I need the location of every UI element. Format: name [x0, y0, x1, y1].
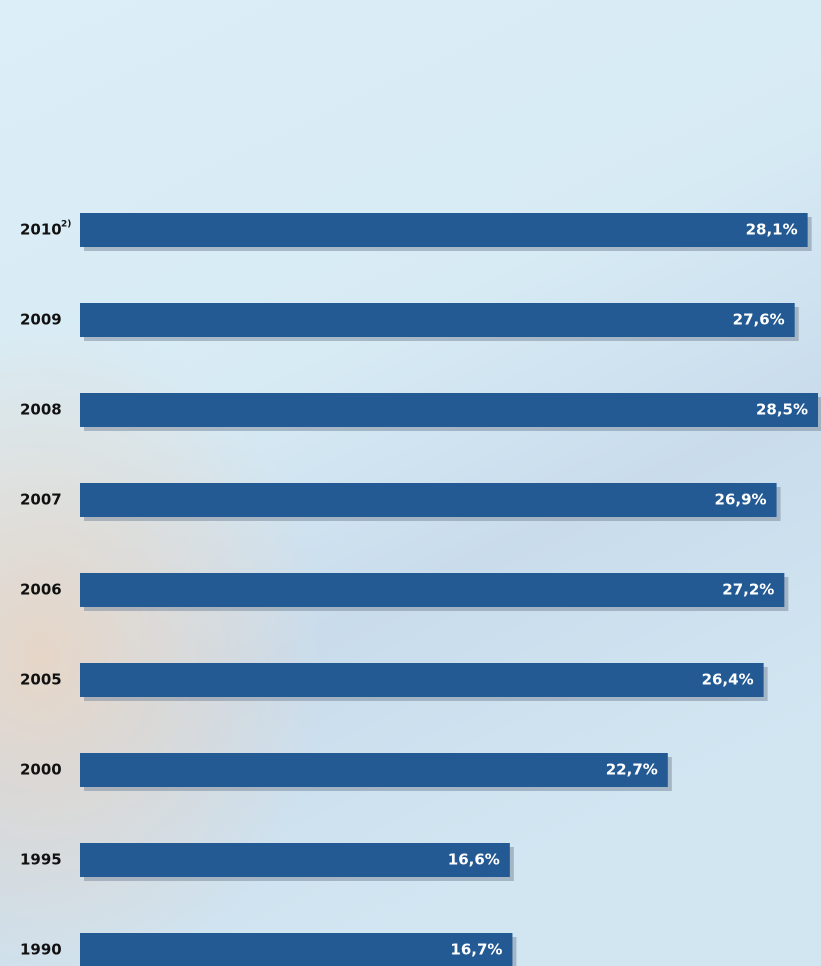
value-label: 26,9% — [715, 491, 767, 509]
value-label: 26,4% — [702, 671, 754, 689]
bar — [80, 303, 795, 337]
category-label: 2008 — [20, 401, 62, 419]
value-label: 16,6% — [448, 851, 500, 869]
value-label: 28,5% — [756, 401, 808, 419]
value-label: 27,2% — [722, 581, 774, 599]
category-label: 2007 — [20, 491, 62, 509]
category-label: 2006 — [20, 581, 62, 599]
bar — [80, 843, 510, 877]
category-label: 1995 — [20, 851, 62, 869]
value-label: 16,7% — [450, 941, 502, 959]
value-label: 27,6% — [733, 311, 785, 329]
bar — [80, 483, 777, 517]
chart: 20102) 28,1% 2009 27,6% 2008 28,5% 2007 26,9% 20… — [0, 0, 821, 966]
bar — [80, 213, 808, 247]
bar — [80, 933, 512, 966]
bar — [80, 393, 818, 427]
value-label: 22,7% — [606, 761, 658, 779]
bar — [80, 753, 668, 787]
category-label: 1990 — [20, 941, 62, 959]
category-label: 2005 — [20, 671, 62, 689]
bar — [80, 663, 764, 697]
bar — [80, 573, 784, 607]
value-label: 28,1% — [746, 221, 798, 239]
category-footnote: 2) — [61, 220, 71, 230]
category-label: 2010 — [20, 221, 62, 239]
category-label: 2009 — [20, 311, 62, 329]
category-label: 2000 — [20, 761, 62, 779]
